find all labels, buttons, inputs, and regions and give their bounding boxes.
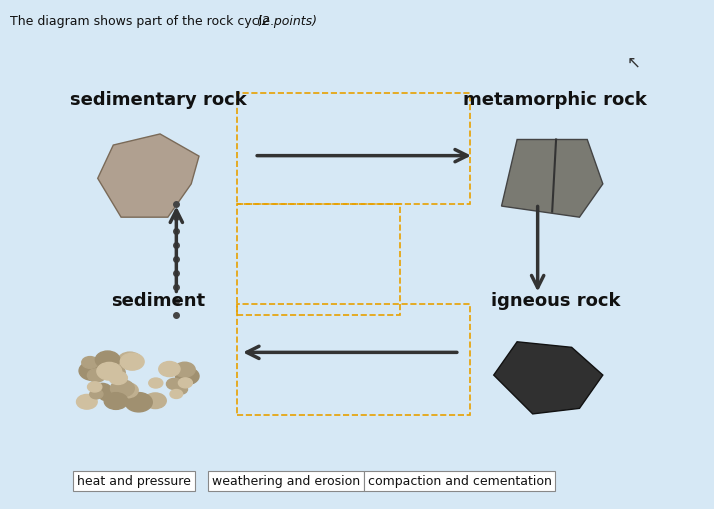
Text: sediment: sediment — [111, 292, 206, 310]
Circle shape — [144, 393, 166, 409]
Circle shape — [87, 369, 106, 382]
Bar — [236, 93, 471, 204]
Circle shape — [99, 389, 116, 401]
Text: metamorphic rock: metamorphic rock — [463, 91, 648, 108]
Bar — [236, 204, 400, 315]
Circle shape — [159, 362, 180, 377]
Circle shape — [178, 378, 192, 388]
Circle shape — [76, 394, 97, 409]
Circle shape — [79, 361, 106, 381]
Polygon shape — [501, 140, 603, 218]
Circle shape — [118, 352, 142, 370]
Text: weathering and erosion: weathering and erosion — [212, 474, 361, 488]
Text: heat and pressure: heat and pressure — [77, 474, 191, 488]
Circle shape — [114, 391, 127, 400]
Circle shape — [120, 354, 144, 371]
Circle shape — [176, 368, 199, 385]
Polygon shape — [493, 342, 603, 414]
Circle shape — [111, 380, 134, 397]
Bar — [236, 305, 471, 416]
Text: ↖: ↖ — [626, 53, 640, 71]
Circle shape — [104, 393, 128, 410]
Circle shape — [88, 382, 102, 392]
Circle shape — [109, 372, 127, 385]
Text: The diagram shows part of the rock cycle.: The diagram shows part of the rock cycle… — [10, 15, 274, 29]
Circle shape — [104, 365, 125, 381]
Circle shape — [90, 390, 103, 399]
Circle shape — [174, 385, 188, 394]
Circle shape — [82, 357, 99, 369]
Text: igneous rock: igneous rock — [491, 292, 620, 310]
Circle shape — [166, 379, 182, 390]
Circle shape — [125, 393, 152, 412]
Circle shape — [117, 383, 139, 398]
Circle shape — [94, 384, 111, 397]
Polygon shape — [98, 135, 199, 218]
Text: compaction and cementation: compaction and cementation — [368, 474, 552, 488]
Circle shape — [97, 363, 121, 380]
Circle shape — [170, 390, 183, 399]
Circle shape — [96, 351, 120, 369]
Circle shape — [174, 362, 195, 377]
Text: sedimentary rock: sedimentary rock — [70, 91, 247, 108]
Text: (2 points): (2 points) — [257, 15, 317, 29]
Circle shape — [149, 378, 163, 388]
